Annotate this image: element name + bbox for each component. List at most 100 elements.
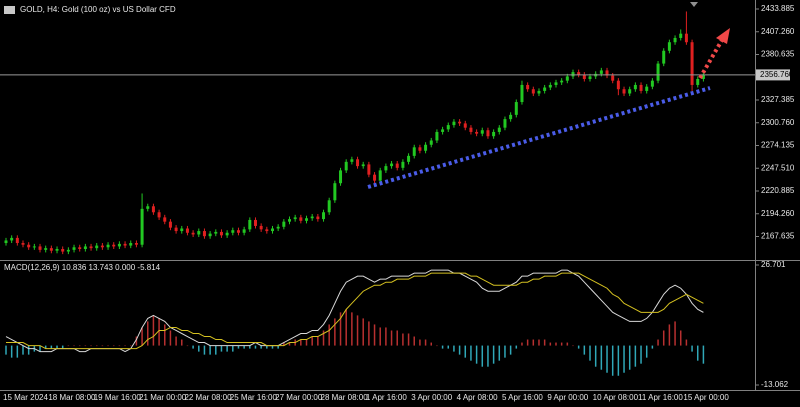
y-tick-label: 2380.635 bbox=[761, 50, 795, 59]
candle-body bbox=[89, 246, 93, 249]
histogram-bar bbox=[566, 342, 569, 346]
y-tick-label: 2274.135 bbox=[761, 141, 795, 150]
candle-body bbox=[242, 229, 246, 233]
histogram-bar bbox=[260, 345, 262, 349]
histogram-bar bbox=[271, 345, 274, 349]
histogram-bar bbox=[334, 318, 336, 346]
candle-body bbox=[253, 219, 257, 226]
candle-body bbox=[49, 248, 53, 251]
candle-body bbox=[140, 208, 144, 245]
histogram-bar bbox=[107, 345, 109, 347]
candle-body bbox=[259, 225, 263, 230]
histogram-bar bbox=[368, 321, 370, 346]
histogram-bar bbox=[526, 339, 529, 346]
histogram-bar bbox=[209, 345, 211, 355]
y-tick-label: 2327.385 bbox=[761, 95, 795, 104]
candle-body bbox=[83, 246, 87, 250]
candle-body bbox=[378, 170, 382, 181]
candle-body bbox=[520, 84, 524, 103]
candle-body bbox=[401, 161, 405, 168]
histogram-bar bbox=[470, 345, 472, 361]
histogram-bar bbox=[668, 324, 671, 346]
candle-body bbox=[616, 80, 620, 90]
histogram-bar bbox=[317, 336, 319, 346]
candle-body bbox=[696, 78, 700, 85]
x-tick-label: 11 Apr 16:00 bbox=[638, 393, 683, 402]
candle-body bbox=[15, 237, 19, 244]
candle-body bbox=[458, 121, 462, 124]
candle-body bbox=[174, 227, 178, 232]
histogram-bar bbox=[169, 330, 172, 346]
candle-body bbox=[219, 231, 223, 236]
histogram-bar bbox=[90, 345, 92, 347]
histogram-bar bbox=[101, 345, 104, 347]
x-tick-label: 15 Apr 00:00 bbox=[683, 393, 729, 402]
candle-body bbox=[639, 84, 643, 91]
candle-body bbox=[151, 206, 155, 213]
candle-body bbox=[123, 243, 127, 246]
candle-body bbox=[492, 131, 496, 137]
candle-body bbox=[21, 243, 25, 245]
candle-body bbox=[429, 140, 433, 145]
candle-body bbox=[61, 249, 65, 252]
candle-body bbox=[503, 119, 507, 128]
histogram-bar bbox=[521, 342, 523, 346]
candle-body bbox=[202, 231, 206, 237]
histogram-bar bbox=[362, 318, 364, 346]
histogram-bar bbox=[44, 345, 47, 349]
x-tick-label: 18 Mar 08:00 bbox=[48, 393, 96, 402]
histogram-bar bbox=[147, 321, 149, 346]
candle-body bbox=[10, 237, 14, 241]
candle-body bbox=[475, 131, 479, 134]
histogram-bar bbox=[305, 339, 308, 346]
candle-body bbox=[270, 228, 274, 232]
histogram-bar bbox=[498, 345, 501, 361]
histogram-bar bbox=[532, 339, 535, 346]
candle-body bbox=[316, 216, 320, 220]
histogram-bar bbox=[124, 345, 126, 347]
candle-body bbox=[305, 218, 309, 221]
candle-body bbox=[112, 244, 116, 247]
histogram-bar bbox=[164, 324, 166, 346]
candle-body bbox=[565, 76, 569, 81]
candle-body bbox=[327, 200, 331, 213]
histogram-bar bbox=[453, 345, 455, 352]
candle-body bbox=[4, 240, 8, 244]
histogram-bar bbox=[288, 342, 291, 346]
y-tick-label: 2167.635 bbox=[761, 232, 795, 241]
histogram-bar bbox=[555, 342, 557, 346]
histogram-bar bbox=[560, 342, 563, 346]
histogram-bar bbox=[198, 345, 200, 352]
histogram-bar bbox=[10, 345, 13, 358]
histogram-bar bbox=[572, 345, 574, 347]
histogram-bar bbox=[118, 345, 121, 347]
candle-body bbox=[225, 232, 229, 236]
candle-body bbox=[645, 86, 649, 91]
candle-body bbox=[282, 221, 286, 227]
x-tick-label: 1 Apr 16:00 bbox=[366, 393, 407, 402]
candle-body bbox=[611, 75, 615, 81]
candle-body bbox=[44, 248, 48, 250]
histogram-bar bbox=[628, 345, 631, 370]
candle-body bbox=[452, 121, 456, 126]
y-tick-label: 2247.510 bbox=[761, 163, 795, 172]
candle-body bbox=[509, 114, 513, 120]
histogram-bar bbox=[277, 345, 279, 349]
histogram-bar bbox=[243, 345, 245, 349]
histogram-bar bbox=[61, 345, 64, 349]
candle-body bbox=[72, 247, 76, 250]
candle-body bbox=[344, 161, 348, 171]
histogram-bar bbox=[634, 345, 637, 367]
projection-arrow bbox=[698, 38, 724, 80]
histogram-bar bbox=[674, 321, 676, 346]
x-tick-label: 27 Mar 00:00 bbox=[275, 393, 323, 402]
histogram-bar bbox=[226, 345, 228, 352]
x-tick-label: 15 Mar 2024 bbox=[3, 393, 48, 402]
histogram-bar bbox=[594, 345, 597, 367]
candle-body bbox=[599, 70, 603, 74]
histogram-bar bbox=[135, 336, 138, 346]
histogram-bar bbox=[419, 339, 421, 346]
histogram-bar bbox=[373, 324, 376, 346]
candle-body bbox=[582, 74, 586, 79]
histogram-bar bbox=[481, 345, 484, 367]
